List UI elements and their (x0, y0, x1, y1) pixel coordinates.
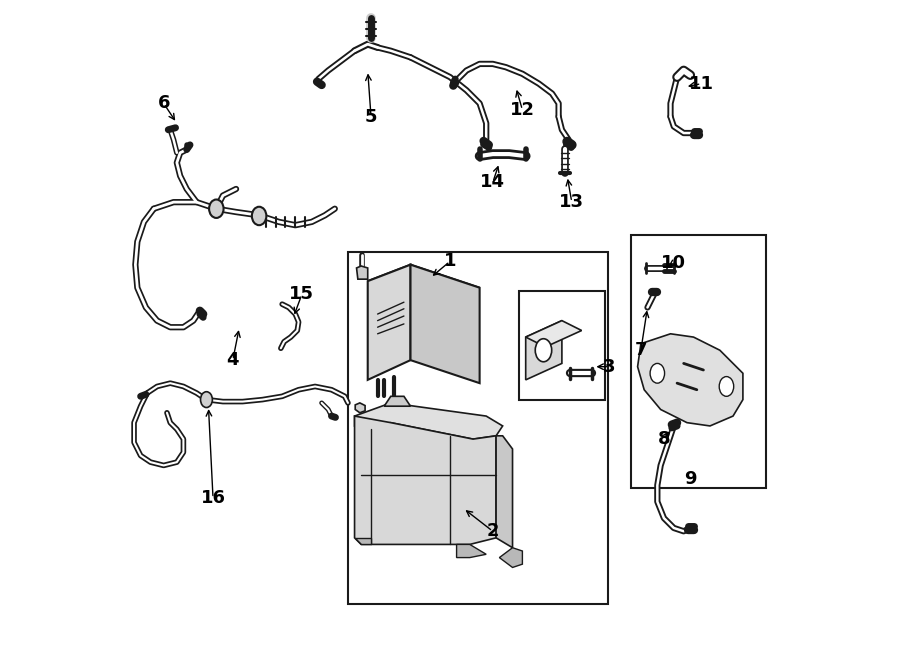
Polygon shape (526, 321, 562, 380)
Text: 5: 5 (364, 108, 377, 126)
Polygon shape (355, 538, 371, 545)
Ellipse shape (252, 207, 266, 225)
Text: 6: 6 (158, 95, 170, 112)
Text: 1: 1 (444, 253, 456, 270)
Bar (631, 235, 766, 488)
Text: 7: 7 (634, 341, 647, 359)
Text: 8: 8 (658, 430, 670, 448)
Polygon shape (456, 545, 486, 558)
Text: 2: 2 (487, 522, 499, 540)
Text: 3: 3 (603, 358, 616, 375)
Ellipse shape (536, 338, 552, 362)
Polygon shape (384, 397, 410, 407)
Polygon shape (368, 264, 410, 380)
Bar (348, 252, 608, 603)
Text: 14: 14 (481, 173, 505, 192)
Text: 13: 13 (559, 193, 584, 211)
Ellipse shape (209, 200, 223, 218)
Polygon shape (356, 403, 365, 412)
Polygon shape (500, 548, 522, 567)
Bar (519, 291, 605, 400)
Text: 4: 4 (227, 351, 239, 369)
Polygon shape (526, 321, 581, 347)
Polygon shape (356, 266, 368, 279)
Text: 12: 12 (510, 101, 535, 119)
Ellipse shape (201, 392, 212, 408)
Text: 11: 11 (688, 75, 714, 93)
Polygon shape (355, 403, 503, 439)
Text: 9: 9 (684, 469, 697, 488)
Polygon shape (355, 416, 496, 545)
Text: 15: 15 (290, 286, 314, 303)
Text: 10: 10 (662, 254, 687, 272)
Polygon shape (410, 264, 480, 383)
Ellipse shape (719, 377, 733, 397)
Ellipse shape (650, 364, 664, 383)
Text: 16: 16 (201, 489, 226, 508)
Polygon shape (368, 264, 480, 307)
Polygon shape (637, 334, 742, 426)
Polygon shape (496, 436, 512, 548)
